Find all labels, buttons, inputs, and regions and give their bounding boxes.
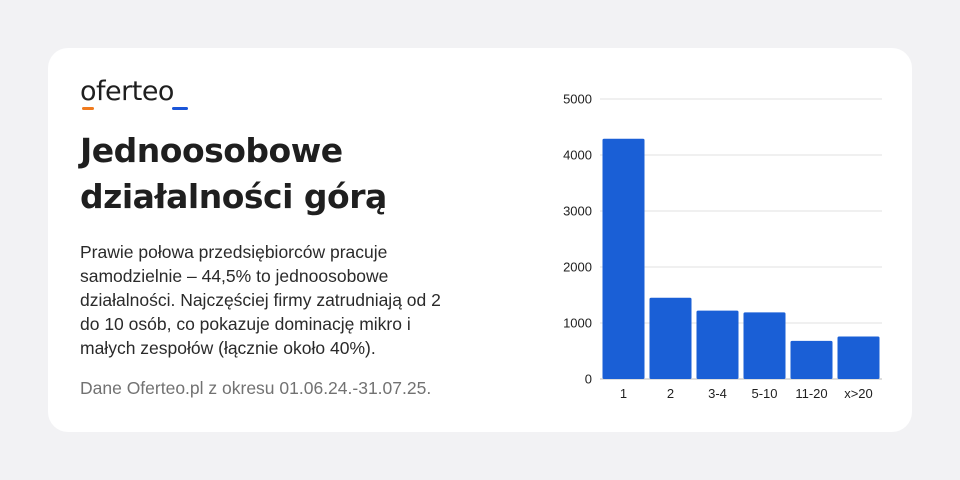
x-tick-label: 2: [667, 386, 674, 401]
bar-3-4: [696, 310, 739, 379]
info-card: oferteo Jednoosobowe działalności górą P…: [48, 48, 912, 432]
bar-11-20: [790, 340, 833, 379]
x-tick-label: x>20: [844, 386, 873, 401]
y-tick-label: 0: [585, 372, 592, 387]
x-tick-label: 5-10: [751, 386, 777, 401]
page-title: Jednoosobowe działalności górą: [80, 128, 440, 220]
bar-5-10: [743, 312, 786, 379]
bar-x>20: [837, 336, 880, 379]
bar-1: [602, 138, 645, 379]
bar-2: [649, 297, 692, 379]
y-tick-label: 3000: [563, 204, 592, 219]
y-tick-label: 5000: [563, 92, 592, 107]
logo-accent-orange: [82, 107, 94, 110]
y-tick-label: 1000: [563, 316, 592, 331]
x-tick-label: 11-20: [795, 386, 827, 401]
bar-chart: 0 1000 2000 3000 4000 5000 1 2 3-4 5-10 11-20 x>20: [563, 92, 882, 401]
y-tick-label: 4000: [563, 148, 592, 163]
y-tick-label: 2000: [563, 260, 592, 275]
x-tick-label: 1: [620, 386, 627, 401]
description-text: Prawie połowa przedsiębiorców pracuje sa…: [80, 242, 441, 358]
source-note: Dane Oferteo.pl z okresu 01.06.24.-31.07…: [80, 378, 432, 398]
title-line-2: działalności górą: [80, 177, 387, 216]
logo-accent-blue: [172, 107, 188, 110]
x-tick-label: 3-4: [708, 386, 727, 401]
title-line-1: Jednoosobowe: [80, 131, 343, 170]
oferteo-logo: oferteo: [80, 76, 174, 107]
